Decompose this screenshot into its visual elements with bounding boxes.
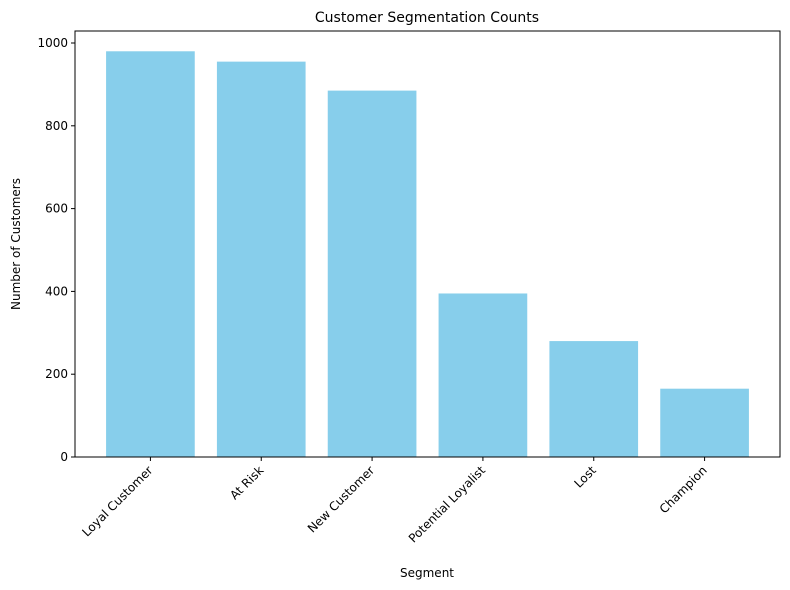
bar-champion <box>660 388 749 457</box>
chart-title: Customer Segmentation Counts <box>315 10 539 26</box>
x-axis-label: Segment <box>400 566 454 580</box>
y-tick-label: 1000 <box>37 36 68 50</box>
plot-frame <box>74 30 781 458</box>
bar-lost <box>549 341 639 457</box>
bar-at-risk <box>216 61 306 458</box>
y-tick-label: 200 <box>45 367 68 381</box>
y-tick-label: 0 <box>60 450 68 464</box>
y-tick-label: 800 <box>45 119 68 133</box>
bar-new-customer <box>327 90 417 457</box>
bar-loyal-customer <box>106 51 195 458</box>
y-tick-label: 600 <box>45 202 68 216</box>
bar-group <box>106 51 749 458</box>
y-axis-label: Number of Customers <box>9 178 23 310</box>
bar-potential-loyalist <box>438 293 528 457</box>
y-axis-ticks: 0 200 400 600 800 1000 <box>37 36 75 464</box>
y-tick-label: 400 <box>45 284 68 298</box>
